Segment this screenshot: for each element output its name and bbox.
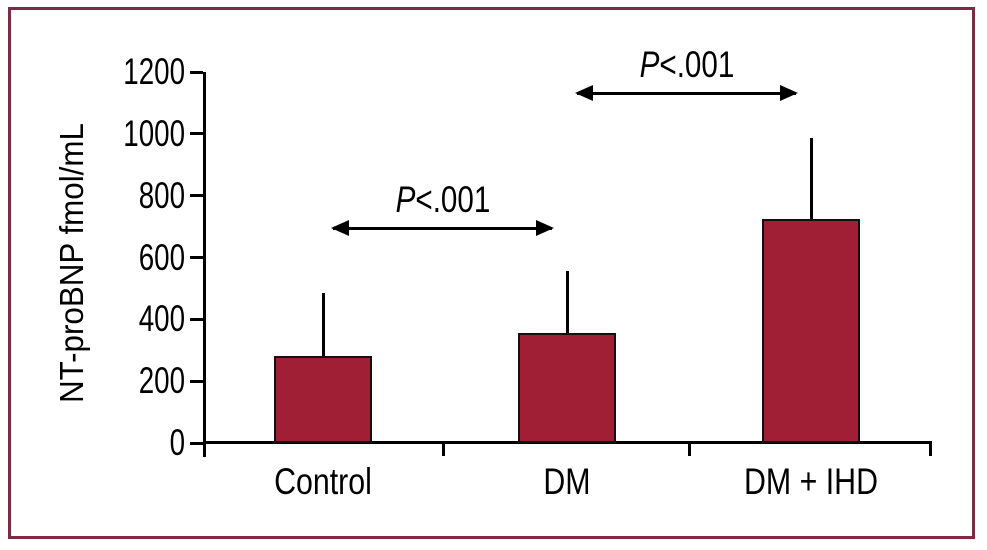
y-tick-mark xyxy=(190,317,203,321)
y-tick-label: 0 xyxy=(169,422,185,463)
arrowhead-left-icon xyxy=(575,85,593,102)
x-axis-label: DM + IHD xyxy=(743,461,879,502)
arrowhead-left-icon xyxy=(331,220,349,237)
error-bar xyxy=(321,293,325,357)
y-tick-mark xyxy=(190,256,203,259)
y-tick-label: 600 xyxy=(138,236,185,278)
y-tick-mark xyxy=(190,441,203,445)
y-tick-mark xyxy=(190,194,203,198)
y-tick-label: 1200 xyxy=(123,51,185,92)
x-tick-mark xyxy=(687,443,691,456)
arrowhead-right-icon xyxy=(536,220,554,237)
x-axis-label: Control xyxy=(274,461,372,502)
bar-control xyxy=(274,356,372,443)
bar-dm-ihd xyxy=(762,218,860,443)
y-tick-mark xyxy=(190,379,203,383)
y-tick-label: 800 xyxy=(138,174,185,216)
p-value-label: P<.001 xyxy=(639,44,734,86)
x-tick-mark xyxy=(441,443,445,456)
error-bar xyxy=(809,138,813,219)
y-tick-mark xyxy=(190,132,203,136)
y-tick-label: 1000 xyxy=(123,112,185,154)
p-value-label: P<.001 xyxy=(395,179,490,221)
y-tick-label: 200 xyxy=(138,360,185,402)
bar-dm xyxy=(518,333,616,443)
y-tick-label: 400 xyxy=(138,298,185,340)
significance-arrow xyxy=(331,220,554,237)
figure-border xyxy=(8,7,975,539)
y-axis-title: NT-proBNP fmol/mL xyxy=(53,123,90,403)
y-tick-mark xyxy=(190,70,203,74)
arrowhead-right-icon xyxy=(780,85,798,102)
x-tick-mark xyxy=(928,443,932,456)
y-axis-line xyxy=(203,72,206,457)
significance-arrow xyxy=(575,85,798,102)
error-bar xyxy=(565,271,569,334)
x-axis-label: DM xyxy=(543,461,591,502)
